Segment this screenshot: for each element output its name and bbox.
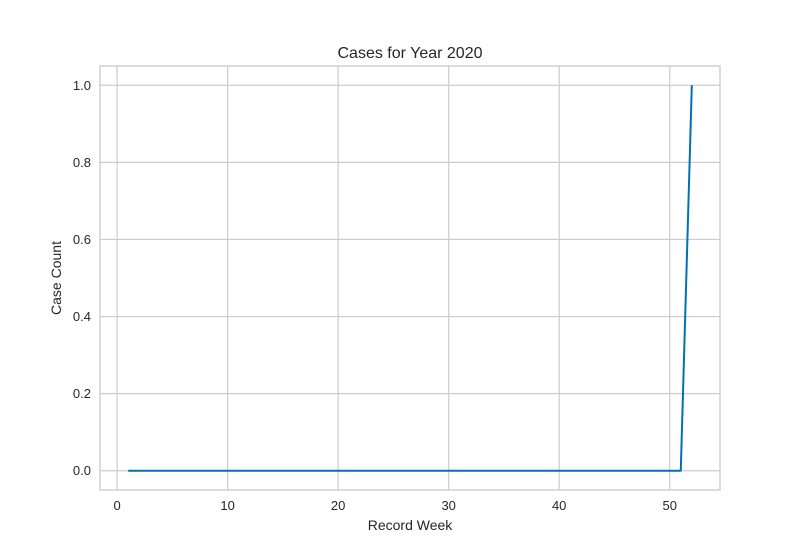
y-tick-label: 0.0	[73, 463, 91, 478]
chart-title: Cases for Year 2020	[338, 45, 483, 62]
x-tick-label: 50	[662, 498, 676, 513]
x-tick-label: 10	[220, 498, 234, 513]
series-layer	[128, 85, 693, 472]
y-tick-label: 0.4	[73, 309, 91, 324]
x-tick-label: 0	[114, 498, 121, 513]
y-tick-label: 1.0	[73, 78, 91, 93]
y-axis-label: Case Count	[48, 241, 64, 315]
series-line-0	[128, 85, 693, 472]
x-tick-label: 20	[331, 498, 345, 513]
x-tick-label: 40	[552, 498, 566, 513]
grid-layer	[100, 66, 720, 490]
x-axis-label: Record Week	[368, 517, 454, 533]
y-tick-label: 0.2	[73, 386, 91, 401]
x-tick-label: 30	[441, 498, 455, 513]
plot-frame	[99, 65, 721, 491]
tick-labels: 0 10 20 30 40 50 0.0 0.2 0.4 0.6 0.8 1.0	[73, 78, 677, 513]
y-tick-label: 0.8	[73, 155, 91, 170]
y-tick-label: 0.6	[73, 232, 91, 247]
